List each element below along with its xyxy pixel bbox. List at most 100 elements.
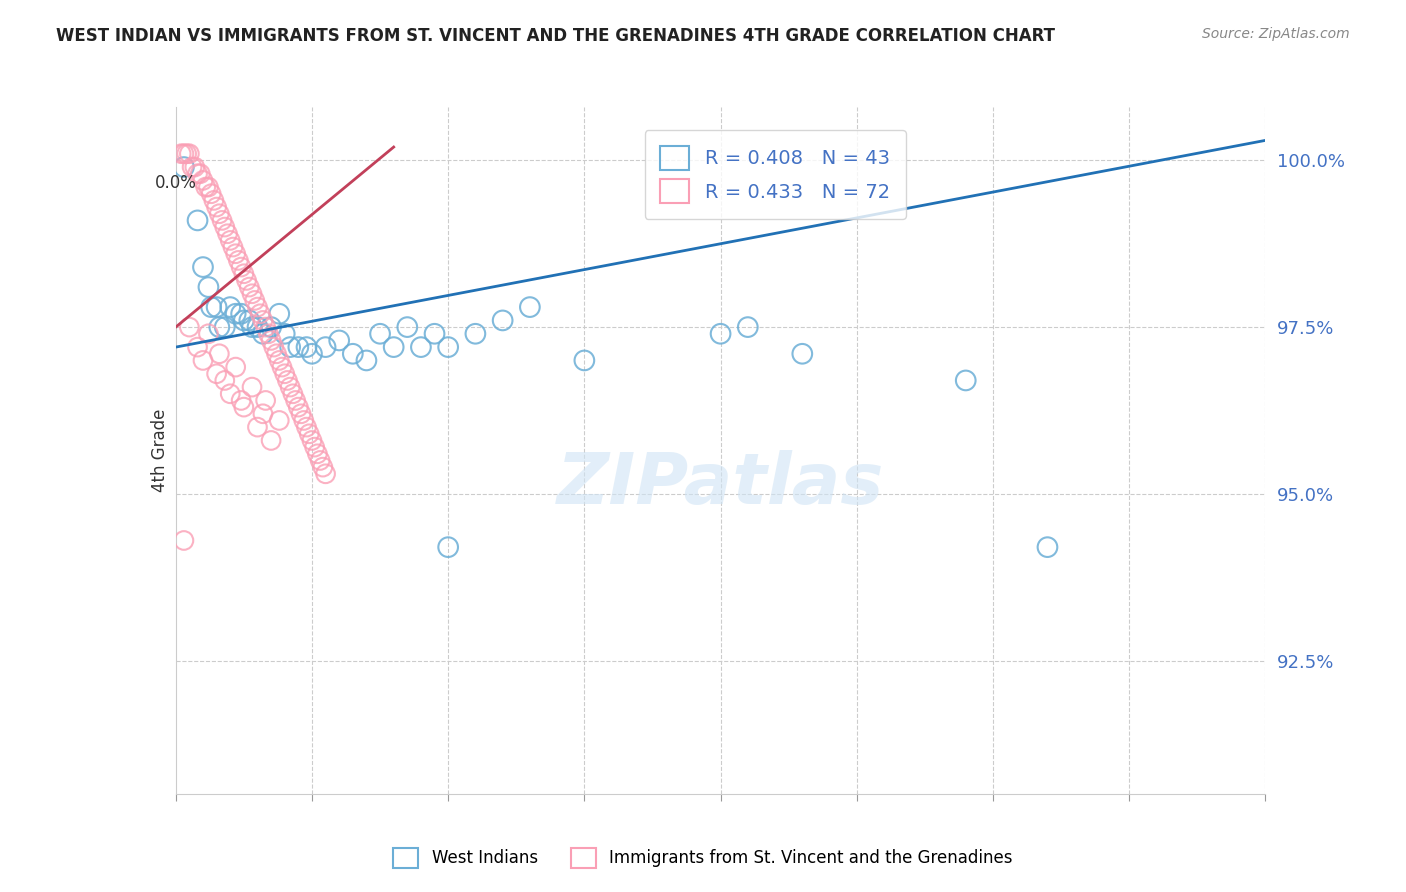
Point	[252, 313, 274, 327]
Point	[249, 307, 271, 321]
Point	[519, 300, 541, 314]
Point	[269, 413, 291, 427]
Point	[304, 440, 326, 454]
Point	[208, 207, 231, 221]
Point	[205, 300, 228, 314]
Point	[225, 360, 247, 375]
Point	[292, 413, 315, 427]
Point	[205, 367, 228, 381]
Point	[197, 180, 219, 194]
Point	[208, 347, 231, 361]
Point	[197, 280, 219, 294]
Point	[269, 307, 291, 321]
Point	[737, 320, 759, 334]
Point	[266, 347, 288, 361]
Point	[222, 240, 245, 254]
Point	[246, 300, 269, 314]
Point	[186, 340, 209, 354]
Point	[271, 360, 294, 375]
Point	[309, 453, 332, 467]
Point	[252, 326, 274, 341]
Point	[200, 300, 222, 314]
Point	[246, 420, 269, 434]
Point	[290, 407, 312, 421]
Point	[205, 200, 228, 214]
Point	[243, 293, 266, 308]
Point	[281, 386, 304, 401]
Point	[492, 313, 515, 327]
Text: Source: ZipAtlas.com: Source: ZipAtlas.com	[1202, 27, 1350, 41]
Point	[194, 180, 217, 194]
Point	[219, 300, 242, 314]
Point	[225, 246, 247, 260]
Point	[315, 467, 337, 481]
Point	[295, 340, 318, 354]
Point	[274, 367, 297, 381]
Point	[219, 386, 242, 401]
Point	[356, 353, 378, 368]
Point	[260, 334, 283, 348]
Point	[225, 307, 247, 321]
Point	[307, 447, 329, 461]
Point	[298, 426, 321, 441]
Legend: R = 0.408   N = 43, R = 0.433   N = 72: R = 0.408 N = 43, R = 0.433 N = 72	[644, 130, 905, 219]
Point	[315, 340, 337, 354]
Point	[257, 326, 280, 341]
Point	[231, 307, 253, 321]
Point	[464, 326, 486, 341]
Point	[263, 340, 285, 354]
Point	[211, 213, 233, 227]
Point	[252, 407, 274, 421]
Point	[328, 334, 350, 348]
Point	[214, 374, 236, 388]
Point	[287, 340, 309, 354]
Point	[179, 320, 201, 334]
Point	[170, 146, 193, 161]
Point	[437, 540, 460, 554]
Point	[312, 460, 335, 475]
Point	[214, 320, 236, 334]
Point	[191, 353, 214, 368]
Point	[176, 146, 198, 161]
Point	[173, 146, 195, 161]
Point	[246, 320, 269, 334]
Point	[238, 280, 260, 294]
Point	[254, 393, 277, 408]
Point	[240, 320, 263, 334]
Point	[186, 167, 209, 181]
Point	[792, 347, 814, 361]
Point	[200, 186, 222, 201]
Y-axis label: 4th Grade: 4th Grade	[150, 409, 169, 492]
Point	[219, 234, 242, 248]
Text: ZIPatlas: ZIPatlas	[557, 450, 884, 519]
Point	[240, 380, 263, 394]
Point	[301, 347, 323, 361]
Point	[217, 227, 239, 241]
Point	[173, 533, 195, 548]
Point	[278, 380, 301, 394]
Point	[1036, 540, 1059, 554]
Point	[179, 146, 201, 161]
Point	[231, 260, 253, 274]
Point	[284, 393, 307, 408]
Point	[710, 326, 733, 341]
Point	[342, 347, 364, 361]
Point	[955, 374, 977, 388]
Point	[214, 220, 236, 235]
Point	[228, 253, 250, 268]
Point	[254, 320, 277, 334]
Point	[278, 340, 301, 354]
Point	[232, 313, 254, 327]
Point	[208, 320, 231, 334]
Point	[231, 393, 253, 408]
Point	[240, 286, 263, 301]
Point	[184, 160, 207, 174]
Point	[260, 320, 283, 334]
Point	[202, 194, 225, 208]
Point	[238, 313, 260, 327]
Point	[274, 326, 297, 341]
Point	[276, 374, 298, 388]
Point	[301, 434, 323, 448]
Point	[260, 434, 283, 448]
Point	[423, 326, 446, 341]
